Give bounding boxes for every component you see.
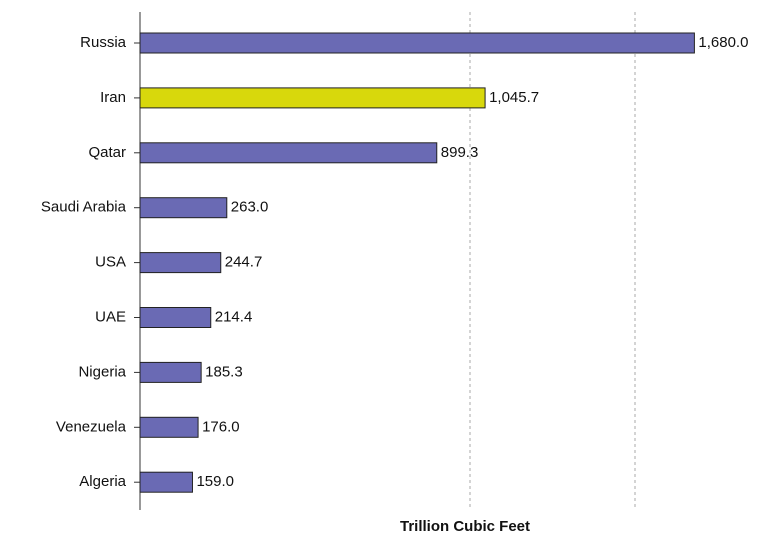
y-tick-label: UAE: [95, 308, 126, 325]
y-tick-label: Algeria: [79, 473, 126, 490]
y-tick-label: Qatar: [88, 144, 126, 161]
value-label: 214.4: [215, 308, 253, 325]
value-label: 176.0: [202, 418, 240, 435]
bar: [139, 197, 228, 219]
value-label: 263.0: [231, 199, 269, 216]
bar: [139, 32, 695, 54]
value-label: 159.0: [196, 473, 234, 490]
value-label: 1,045.7: [489, 89, 539, 106]
y-tick-label: Nigeria: [78, 363, 126, 380]
y-tick-label: Iran: [100, 89, 126, 106]
value-label: 185.3: [205, 363, 243, 380]
y-tick-label: Saudi Arabia: [41, 199, 127, 216]
y-tick-label: Russia: [80, 34, 127, 51]
value-label: 899.3: [441, 144, 479, 161]
x-axis-label: Trillion Cubic Feet: [400, 518, 530, 535]
value-label: 1,680.0: [698, 34, 748, 51]
value-label: 244.7: [225, 254, 263, 271]
bar: [139, 471, 193, 493]
bar: [139, 252, 222, 274]
bar: [139, 87, 486, 109]
bar: [139, 142, 438, 164]
bar: [139, 361, 202, 383]
y-tick-label: Venezuela: [56, 418, 127, 435]
bar: [139, 307, 212, 328]
y-tick-label: USA: [95, 254, 126, 271]
bar: [139, 416, 199, 438]
